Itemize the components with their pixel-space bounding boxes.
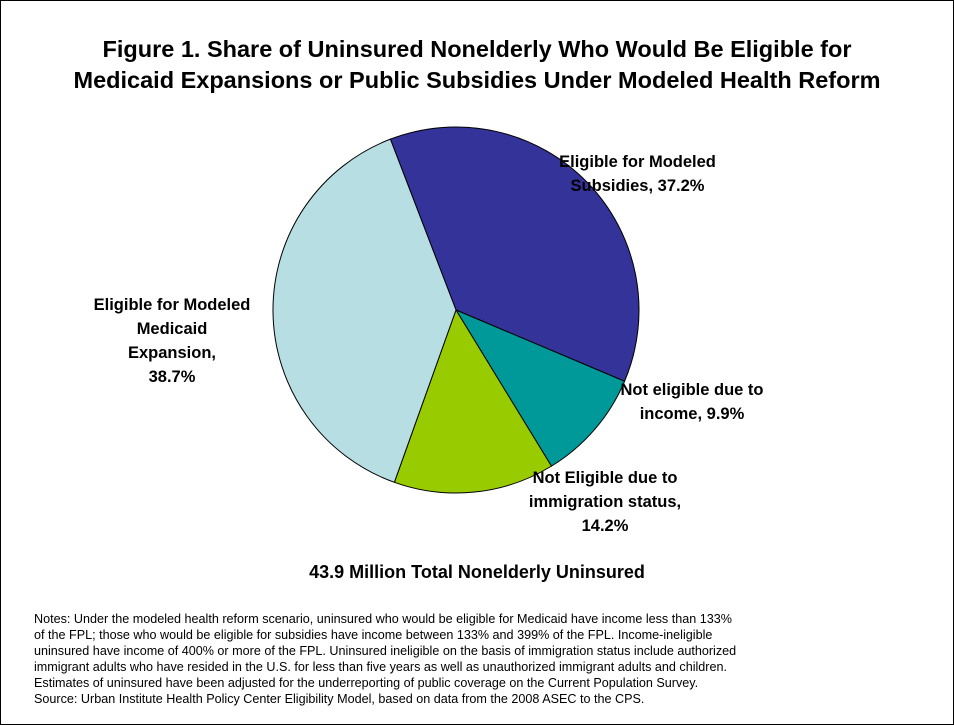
notes-line: immigrant adults who have resided in the…	[34, 660, 728, 674]
slice-label-medicaid-line-2: Medicaid	[136, 320, 208, 338]
slice-label-income-line-2: income, 9.9%	[639, 405, 745, 423]
slice-label-subsidies-line-1: Eligible for Modeled	[559, 153, 716, 171]
pie-slice-subsidies	[389, 126, 640, 382]
slice-label-immigration-line-1: Not Eligible due to	[532, 469, 678, 487]
slice-label-medicaid-line-3: Expansion,	[127, 344, 217, 362]
chart-title-line-1: Figure 1. Share of Uninsured Nonelderly …	[102, 36, 852, 62]
slice-label-medicaid-line-4: 38.7%	[148, 368, 196, 386]
slice-label-medicaid: Eligible for Modeled Medicaid Expansion,…	[72, 293, 272, 389]
total-label: 43.9 Million Total Nonelderly Uninsured	[309, 562, 645, 582]
slice-label-income-line-1: Not eligible due to	[620, 381, 764, 399]
slice-label-immigration-line-3: 14.2%	[581, 517, 629, 535]
slice-label-immigration: Not Eligible due to immigration status, …	[505, 466, 705, 538]
notes-line: of the FPL; those who would be eligible …	[34, 628, 713, 642]
notes-line: Estimates of uninsured have been adjuste…	[34, 676, 699, 690]
chart-title: Figure 1. Share of Uninsured Nonelderly …	[0, 34, 954, 96]
notes: Notes: Under the modeled health reform s…	[34, 611, 934, 707]
slice-label-subsidies-line-2: Subsidies, 37.2%	[570, 177, 705, 195]
pie-slice-income	[455, 309, 626, 467]
slice-label-immigration-line-2: immigration status,	[528, 493, 682, 511]
notes-line: Source: Urban Institute Health Policy Ce…	[34, 692, 645, 706]
chart-title-line-2: Medicaid Expansions or Public Subsidies …	[73, 67, 881, 93]
slice-label-income: Not eligible due to income, 9.9%	[592, 378, 792, 426]
notes-line: uninsured have income of 400% or more of…	[34, 644, 737, 658]
slice-label-medicaid-line-1: Eligible for Modeled	[93, 296, 251, 314]
pie-slice-immigration	[393, 309, 552, 494]
notes-line: Notes: Under the modeled health reform s…	[34, 612, 732, 626]
pie-slice-medicaid	[272, 138, 457, 483]
slice-label-subsidies: Eligible for Modeled Subsidies, 37.2%	[530, 150, 745, 198]
